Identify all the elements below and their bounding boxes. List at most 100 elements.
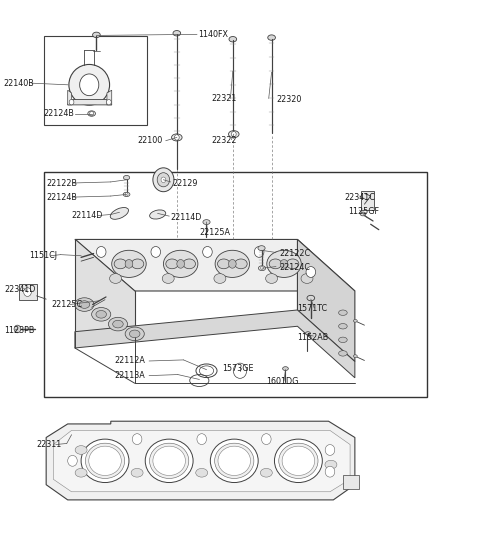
- Text: 1152AB: 1152AB: [298, 332, 329, 342]
- Text: 22341D: 22341D: [4, 285, 36, 294]
- Text: 22124B: 22124B: [46, 193, 77, 202]
- Ellipse shape: [81, 439, 129, 483]
- Polygon shape: [46, 421, 355, 500]
- Ellipse shape: [96, 311, 107, 318]
- Ellipse shape: [145, 439, 193, 483]
- Ellipse shape: [108, 317, 128, 331]
- Ellipse shape: [131, 468, 143, 477]
- Circle shape: [153, 168, 174, 191]
- Circle shape: [174, 135, 179, 140]
- Text: 22113A: 22113A: [115, 371, 145, 380]
- Polygon shape: [343, 475, 359, 489]
- Text: 1571TC: 1571TC: [298, 305, 327, 313]
- Text: 1151CJ: 1151CJ: [29, 251, 58, 260]
- Circle shape: [228, 259, 236, 268]
- Text: 22114D: 22114D: [72, 211, 103, 220]
- Circle shape: [203, 246, 212, 257]
- Circle shape: [69, 100, 74, 105]
- Polygon shape: [68, 100, 112, 105]
- Ellipse shape: [110, 207, 129, 219]
- Ellipse shape: [150, 443, 189, 479]
- Circle shape: [157, 172, 169, 187]
- Ellipse shape: [235, 259, 247, 269]
- Text: 22322: 22322: [211, 136, 237, 145]
- Circle shape: [90, 112, 94, 116]
- Circle shape: [254, 246, 264, 257]
- Ellipse shape: [109, 274, 121, 283]
- Text: 22311: 22311: [36, 440, 62, 449]
- Ellipse shape: [217, 259, 230, 269]
- Ellipse shape: [258, 266, 265, 271]
- Text: 22124C: 22124C: [279, 263, 310, 272]
- Ellipse shape: [79, 301, 90, 308]
- Text: 22114D: 22114D: [170, 213, 202, 222]
- Circle shape: [125, 193, 128, 196]
- Ellipse shape: [113, 320, 123, 328]
- Circle shape: [280, 259, 288, 268]
- Text: 22100: 22100: [137, 136, 162, 145]
- Text: 22122C: 22122C: [279, 249, 311, 258]
- Ellipse shape: [306, 332, 311, 335]
- Ellipse shape: [258, 246, 265, 251]
- Ellipse shape: [150, 210, 166, 219]
- Ellipse shape: [125, 327, 144, 341]
- Text: 22140B: 22140B: [3, 79, 34, 88]
- Ellipse shape: [338, 310, 347, 316]
- Circle shape: [161, 177, 166, 182]
- Text: 1125GF: 1125GF: [348, 207, 379, 216]
- Text: 1140FX: 1140FX: [198, 30, 228, 39]
- Ellipse shape: [130, 330, 140, 338]
- Circle shape: [151, 246, 160, 257]
- Ellipse shape: [268, 35, 276, 40]
- Polygon shape: [75, 310, 355, 378]
- Ellipse shape: [75, 446, 87, 454]
- Circle shape: [96, 246, 106, 257]
- Text: 22125A: 22125A: [199, 228, 230, 237]
- Ellipse shape: [282, 446, 315, 475]
- Circle shape: [262, 434, 271, 444]
- Circle shape: [125, 259, 133, 268]
- Ellipse shape: [218, 446, 251, 475]
- Ellipse shape: [75, 468, 87, 477]
- Bar: [44, 171, 427, 397]
- Circle shape: [132, 434, 142, 444]
- Ellipse shape: [171, 134, 182, 141]
- Ellipse shape: [114, 259, 127, 269]
- Text: 22112A: 22112A: [115, 356, 145, 366]
- Ellipse shape: [123, 192, 130, 196]
- Ellipse shape: [338, 324, 347, 329]
- Ellipse shape: [287, 259, 299, 269]
- Ellipse shape: [353, 355, 357, 357]
- Text: 1601DG: 1601DG: [266, 377, 299, 386]
- Polygon shape: [360, 190, 374, 209]
- Ellipse shape: [325, 460, 337, 469]
- Ellipse shape: [85, 443, 125, 479]
- Text: 22125C: 22125C: [51, 300, 82, 309]
- Ellipse shape: [203, 220, 210, 225]
- Bar: [44, 36, 147, 126]
- Ellipse shape: [163, 250, 198, 277]
- Ellipse shape: [275, 439, 323, 483]
- Circle shape: [68, 455, 77, 466]
- Ellipse shape: [88, 111, 96, 116]
- Circle shape: [197, 434, 206, 444]
- Ellipse shape: [265, 274, 277, 283]
- Text: 1123PB: 1123PB: [4, 326, 35, 335]
- Ellipse shape: [92, 307, 111, 321]
- Ellipse shape: [307, 295, 315, 301]
- Ellipse shape: [183, 259, 195, 269]
- Polygon shape: [75, 239, 355, 291]
- Ellipse shape: [215, 250, 250, 277]
- Ellipse shape: [228, 131, 239, 138]
- Ellipse shape: [123, 175, 130, 180]
- Ellipse shape: [215, 443, 254, 479]
- Text: 22124B: 22124B: [44, 109, 75, 118]
- Ellipse shape: [75, 298, 94, 311]
- Ellipse shape: [93, 32, 100, 38]
- Circle shape: [177, 259, 184, 268]
- Ellipse shape: [112, 250, 146, 277]
- Text: 22129: 22129: [172, 178, 198, 188]
- Ellipse shape: [210, 439, 258, 483]
- Ellipse shape: [338, 337, 347, 343]
- Text: 22320: 22320: [276, 95, 301, 104]
